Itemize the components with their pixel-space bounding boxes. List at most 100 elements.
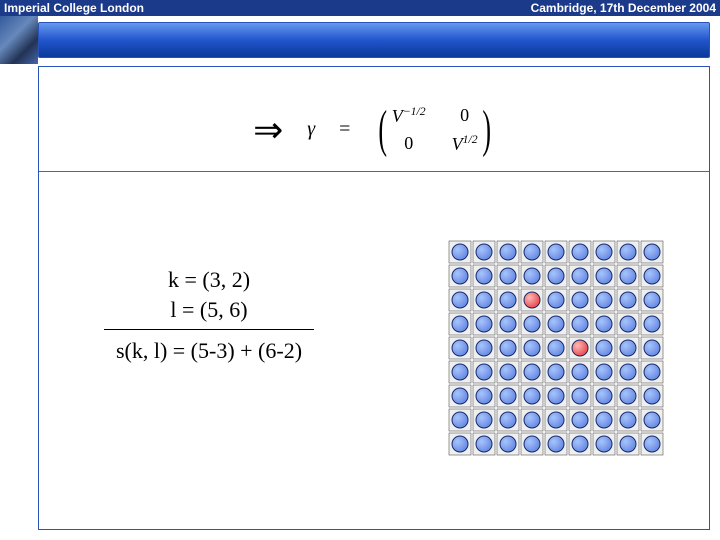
grid-dot (548, 340, 564, 356)
grid-dot (620, 340, 636, 356)
grid-dot (572, 292, 588, 308)
grid-dot (500, 316, 516, 332)
grid-dot (524, 268, 540, 284)
grid-dot (644, 388, 660, 404)
grid-dot (452, 436, 468, 452)
title-bar (38, 22, 710, 58)
formula-s: s(k, l) = (5-3) + (6-2) (104, 338, 314, 364)
header-left: Imperial College London (4, 1, 144, 15)
grid-dot (524, 412, 540, 428)
grid-dot (596, 388, 612, 404)
grid-dot (548, 364, 564, 380)
grid-dot (500, 388, 516, 404)
grid-dot (548, 436, 564, 452)
grid-dot (452, 244, 468, 260)
matrix-r2c1: 0 (392, 133, 426, 155)
grid-dot (572, 244, 588, 260)
header-bar: Imperial College London Cambridge, 17th … (0, 0, 720, 16)
grid-dot (452, 340, 468, 356)
formula-l: l = (5, 6) (104, 297, 314, 323)
grid-dot (476, 436, 492, 452)
grid-dot (500, 364, 516, 380)
grid-dot (548, 244, 564, 260)
lattice-grid (443, 235, 669, 461)
grid-dot (524, 364, 540, 380)
grid-dot (644, 292, 660, 308)
grid-dot (452, 364, 468, 380)
grid-dot (452, 292, 468, 308)
content-box: ⇒ γ = ( V−1/2 0 0 V1/2 ) k = (3, 2) l = … (38, 66, 710, 530)
grid-dot-highlight (572, 340, 588, 356)
grid-dot (500, 340, 516, 356)
grid-dot (500, 244, 516, 260)
matrix-body: V−1/2 0 0 V1/2 (392, 105, 478, 155)
divider-line (39, 171, 709, 172)
grid-dot (476, 364, 492, 380)
implies-arrow: ⇒ (253, 109, 283, 151)
grid-dot (620, 316, 636, 332)
grid-dot (572, 268, 588, 284)
equals-sign: = (339, 118, 350, 141)
grid-dot (620, 388, 636, 404)
grid-dot (572, 388, 588, 404)
grid-dot (644, 364, 660, 380)
grid-dot (476, 388, 492, 404)
formula-divider (104, 329, 314, 330)
grid-dot (572, 436, 588, 452)
equation-row: ⇒ γ = ( V−1/2 0 0 V1/2 ) (39, 97, 709, 162)
grid-dot (452, 316, 468, 332)
grid-dot (524, 436, 540, 452)
grid-dot (452, 268, 468, 284)
grid-dot (644, 268, 660, 284)
grid-dot (476, 268, 492, 284)
grid-dot (476, 340, 492, 356)
grid-dot (524, 244, 540, 260)
matrix-r1c1: V−1/2 (392, 105, 426, 127)
grid-dot (500, 268, 516, 284)
grid-dot (452, 412, 468, 428)
grid-dot (596, 316, 612, 332)
grid-dot (476, 292, 492, 308)
grid-dot (596, 436, 612, 452)
grid-dot (548, 292, 564, 308)
grid-dot (644, 412, 660, 428)
grid-dot (620, 244, 636, 260)
grid-dot (644, 436, 660, 452)
grid-dot (476, 316, 492, 332)
right-paren: ) (482, 104, 491, 156)
formula-block: k = (3, 2) l = (5, 6) s(k, l) = (5-3) + … (104, 267, 314, 364)
grid-dot (500, 436, 516, 452)
logo-image (0, 16, 38, 64)
grid-dot (548, 316, 564, 332)
grid-dot (644, 340, 660, 356)
grid-dot (620, 364, 636, 380)
grid-dot (452, 388, 468, 404)
grid-dot (644, 316, 660, 332)
grid-dot (548, 268, 564, 284)
grid-dot (620, 268, 636, 284)
gamma-symbol: γ (307, 118, 315, 141)
matrix-r2c2: V1/2 (452, 133, 478, 155)
grid-dot (524, 340, 540, 356)
grid-dot (500, 412, 516, 428)
grid-dot (572, 316, 588, 332)
grid-dot (596, 244, 612, 260)
grid-dot (620, 412, 636, 428)
grid-dot (620, 436, 636, 452)
grid-dot (620, 292, 636, 308)
grid-dot (476, 412, 492, 428)
matrix-r1c2: 0 (452, 105, 478, 127)
grid-dot-highlight (524, 292, 540, 308)
grid-dot (500, 292, 516, 308)
header-right: Cambridge, 17th December 2004 (531, 1, 716, 15)
grid-dot (596, 268, 612, 284)
grid-dot (572, 412, 588, 428)
grid-dot (644, 244, 660, 260)
left-paren: ( (379, 104, 388, 156)
grid-dot (548, 412, 564, 428)
grid-dot (596, 364, 612, 380)
grid-dot (524, 316, 540, 332)
grid-dot (596, 292, 612, 308)
grid-dot (572, 364, 588, 380)
grid-dot (548, 388, 564, 404)
